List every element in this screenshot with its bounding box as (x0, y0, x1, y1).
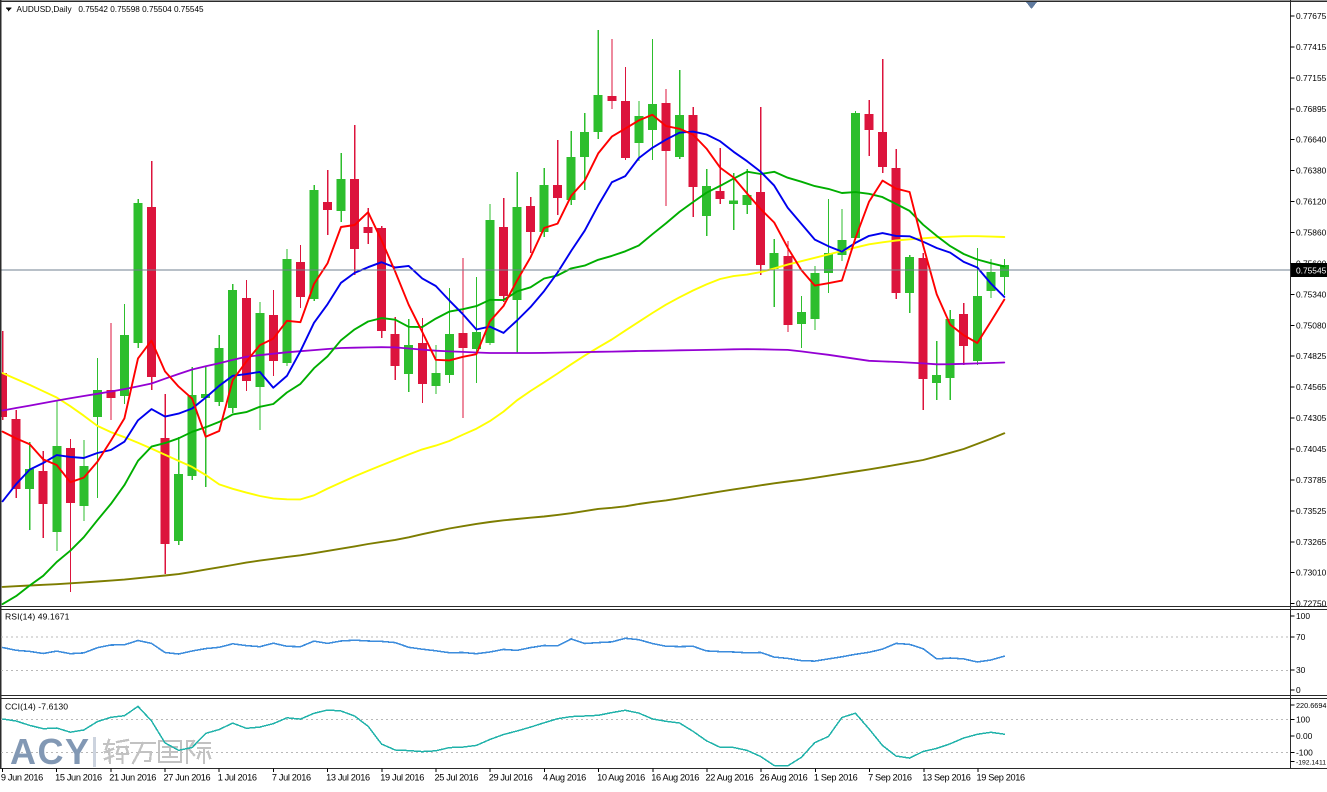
svg-text:0.75340: 0.75340 (1296, 290, 1327, 300)
svg-text:19 Sep 2016: 19 Sep 2016 (977, 773, 1026, 783)
svg-text:0.77155: 0.77155 (1296, 73, 1327, 83)
svg-text:-192.1411: -192.1411 (1296, 760, 1326, 767)
svg-text:AUDUSD,Daily 0.75542 0.75598: AUDUSD,Daily 0.75542 0.75598 0.75504 0.7… (17, 5, 205, 14)
svg-text:0: 0 (1296, 685, 1301, 695)
svg-text:70: 70 (1296, 632, 1306, 642)
svg-text:0.74565: 0.74565 (1296, 382, 1327, 392)
svg-text:1 Jul 2016: 1 Jul 2016 (218, 773, 257, 783)
svg-text:100: 100 (1296, 715, 1310, 725)
svg-text:13 Jul 2016: 13 Jul 2016 (326, 773, 370, 783)
svg-text:0.76380: 0.76380 (1296, 166, 1327, 176)
svg-text:1 Sep 2016: 1 Sep 2016 (814, 773, 858, 783)
svg-text:0.76640: 0.76640 (1296, 135, 1327, 145)
svg-text:0.74825: 0.74825 (1296, 351, 1327, 361)
svg-text:22 Aug 2016: 22 Aug 2016 (706, 773, 754, 783)
svg-text:0.73010: 0.73010 (1296, 568, 1327, 578)
svg-text:0.75545: 0.75545 (1296, 266, 1327, 276)
svg-text:25 Jul 2016: 25 Jul 2016 (435, 773, 479, 783)
svg-text:0.76895: 0.76895 (1296, 104, 1327, 114)
svg-text:10 Aug 2016: 10 Aug 2016 (597, 773, 645, 783)
svg-text:0.76120: 0.76120 (1296, 197, 1327, 207)
svg-text:0.73785: 0.73785 (1296, 475, 1327, 485)
svg-text:0.72750: 0.72750 (1296, 599, 1327, 609)
svg-text:7 Sep 2016: 7 Sep 2016 (868, 773, 912, 783)
svg-text:4 Aug 2016: 4 Aug 2016 (543, 773, 586, 783)
svg-text:16 Aug 2016: 16 Aug 2016 (651, 773, 699, 783)
svg-text:0.74045: 0.74045 (1296, 444, 1327, 454)
svg-text:15 Jun 2016: 15 Jun 2016 (55, 773, 102, 783)
svg-text:0.74305: 0.74305 (1296, 413, 1327, 423)
svg-text:0.75080: 0.75080 (1296, 321, 1327, 331)
svg-text:220.6694: 220.6694 (1296, 701, 1326, 710)
svg-text:9 Jun 2016: 9 Jun 2016 (1, 773, 43, 783)
svg-text:19 Jul 2016: 19 Jul 2016 (380, 773, 424, 783)
svg-text:0.00: 0.00 (1296, 731, 1313, 741)
svg-text:ACY: ACY (10, 731, 91, 772)
svg-text:0.73265: 0.73265 (1296, 537, 1327, 547)
svg-text:7 Jul 2016: 7 Jul 2016 (272, 773, 311, 783)
svg-text:-100: -100 (1296, 748, 1313, 758)
svg-text:27 Jun 2016: 27 Jun 2016 (164, 773, 211, 783)
svg-text:29 Jul 2016: 29 Jul 2016 (489, 773, 533, 783)
svg-text:0.75860: 0.75860 (1296, 228, 1327, 238)
svg-text:13 Sep 2016: 13 Sep 2016 (922, 773, 971, 783)
svg-text:26 Aug 2016: 26 Aug 2016 (760, 773, 808, 783)
svg-text:21 Jun 2016: 21 Jun 2016 (109, 773, 156, 783)
svg-text:100: 100 (1296, 611, 1310, 621)
svg-text:0.73525: 0.73525 (1296, 506, 1327, 516)
svg-text:RSI(14) 49.1671: RSI(14) 49.1671 (5, 612, 70, 622)
svg-text:CCI(14) -7.6130: CCI(14) -7.6130 (5, 702, 68, 712)
svg-text:0.77675: 0.77675 (1296, 11, 1327, 21)
svg-text:30: 30 (1296, 665, 1306, 675)
svg-text:0.77415: 0.77415 (1296, 42, 1327, 52)
